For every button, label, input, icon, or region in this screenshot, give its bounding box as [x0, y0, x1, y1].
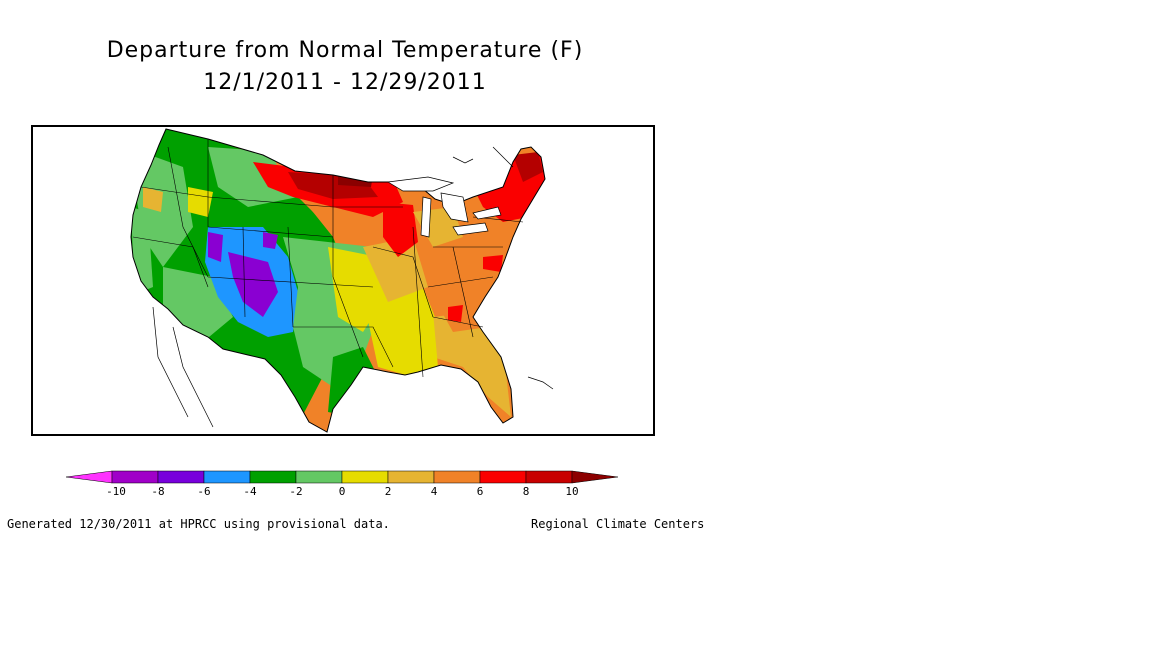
us-temperature-map — [130, 128, 554, 433]
scale-bin-9 — [479, 470, 527, 484]
scale-tick-label: 4 — [430, 485, 438, 498]
scale-tick-label: 6 — [476, 485, 484, 498]
scale-tick-label: 8 — [522, 485, 530, 498]
generation-note: Generated 12/30/2011 at HPRCC using prov… — [7, 517, 390, 531]
map-date-range: 12/1/2011 - 12/29/2011 — [203, 70, 487, 95]
great-lakes — [386, 176, 502, 238]
map-panel — [31, 125, 655, 436]
scale-tick-label: -4 — [243, 485, 257, 498]
scale-bin-6 — [341, 470, 389, 484]
scale-bin-10 — [525, 470, 573, 484]
map-title: Departure from Normal Temperature (F) — [106, 38, 584, 63]
color-scale-legend: -10 -8 -6 -4 -2 0 2 4 6 8 10 — [65, 470, 626, 506]
scale-bin-above-10 — [571, 470, 619, 484]
scale-tick-label: -10 — [106, 485, 126, 498]
scale-tick-label: -6 — [197, 485, 211, 498]
scale-bin-8 — [433, 470, 481, 484]
scale-bin-3 — [203, 470, 251, 484]
neighbor-coastlines — [152, 146, 554, 428]
scale-bin-1 — [111, 470, 159, 484]
scale-tick-label: 0 — [338, 485, 346, 498]
scale-bin-below-minus-10 — [65, 470, 113, 484]
scale-tick-label: -2 — [289, 485, 303, 498]
scale-bin-2 — [157, 470, 205, 484]
scale-bin-4 — [249, 470, 297, 484]
anomaly-field — [131, 129, 545, 432]
scale-tick-label: -8 — [151, 485, 165, 498]
source-credit: Regional Climate Centers — [531, 517, 705, 531]
scale-bin-5 — [295, 470, 343, 484]
scale-tick-label: 10 — [565, 485, 579, 498]
scale-bin-7 — [387, 470, 435, 484]
state-boundaries — [132, 139, 524, 378]
scale-tick-label: 2 — [384, 485, 392, 498]
color-scale-bar — [65, 470, 619, 484]
